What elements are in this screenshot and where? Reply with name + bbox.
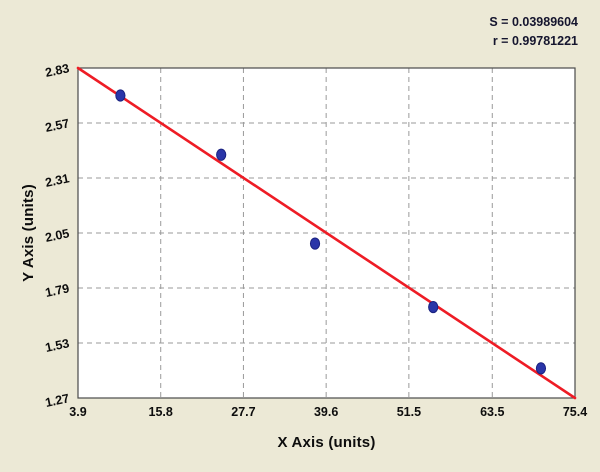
regression-line [76,66,577,400]
data-point-marker [535,362,547,375]
s-value-label: S = 0.03989604 [489,15,578,29]
y-tick-label: 2.83 [44,61,71,80]
y-axis-title: Y Axis (units) [20,184,37,282]
data-point-marker [309,237,321,250]
x-tick-label: 15.8 [149,405,173,419]
y-tick-label: 1.53 [44,336,71,355]
x-tick-label: 39.6 [314,405,338,419]
y-tick-label: 2.05 [44,226,71,245]
x-axis-title: X Axis (units) [277,434,376,451]
data-point-marker [428,300,439,314]
x-tick-label: 3.9 [69,405,86,419]
data-point-marker [216,148,227,161]
r-value-label: r = 0.99781221 [492,34,578,49]
y-tick-label: 2.31 [44,171,71,190]
x-tick-label: 75.4 [563,405,587,419]
fit-statistics: S = 0.03989604 r = 0.99781221 [489,13,578,52]
y-tick-label: 2.57 [44,116,71,135]
x-tick-label: 27.7 [231,405,255,419]
x-tick-label: 51.5 [397,405,421,419]
y-tick-label: 1.27 [44,391,71,410]
x-tick-label: 63.5 [480,405,504,419]
y-tick-label: 1.79 [44,281,71,300]
plot-border [77,67,576,399]
data-point-marker [115,89,126,102]
